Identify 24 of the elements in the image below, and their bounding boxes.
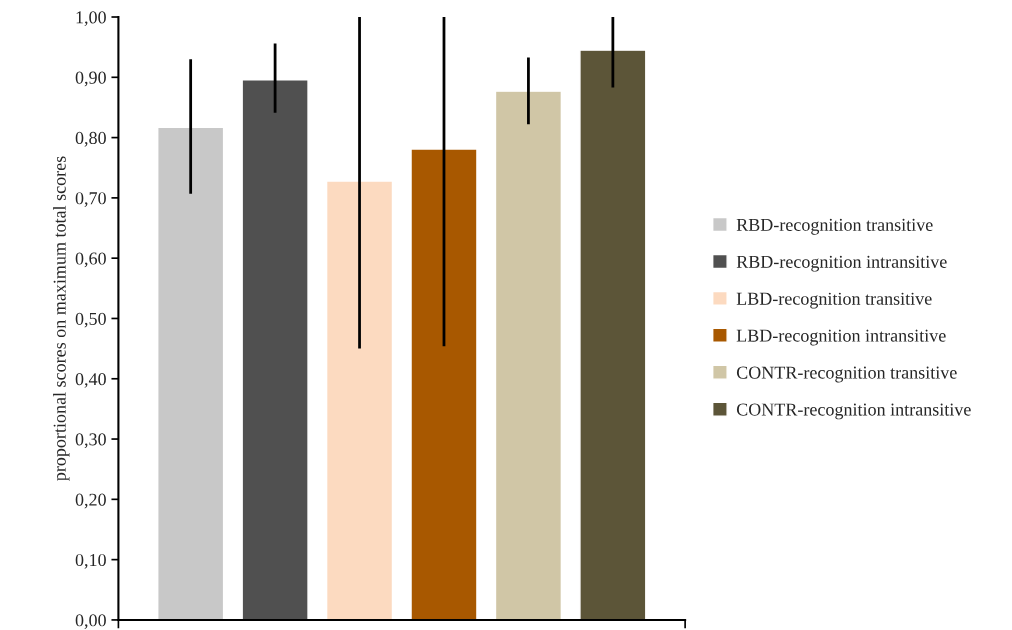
legend-label: LBD-recognition intransitive [736, 329, 946, 346]
bar [157, 126, 225, 620]
y-tick-label: 0,90 [75, 71, 106, 87]
bar [494, 90, 563, 620]
legend-label: RBD-recognition transitive [736, 218, 933, 235]
y-tick-label: 0,60 [75, 252, 106, 268]
y-tick-label: 1,00 [76, 11, 106, 27]
bar [410, 148, 478, 620]
legend-label: CONTR-recognition transitive [736, 366, 957, 383]
legend-label: LBD-recognition transitive [736, 292, 932, 309]
y-tick-label: 0,00 [75, 614, 106, 629]
legend-label: RBD-recognition intransitive [736, 255, 947, 272]
bar [241, 79, 309, 620]
y-axis-title: proportional scores on maximum total scores [53, 156, 70, 481]
y-tick-label: 0,40 [75, 373, 106, 388]
bar [325, 180, 394, 620]
y-tick-label: 0,10 [75, 553, 106, 569]
y-tick-label: 0,20 [75, 493, 106, 509]
y-tick-label: 0,70 [75, 192, 106, 207]
bar [579, 49, 647, 620]
y-tick-label: 0,80 [75, 131, 106, 147]
legend-label: CONTR-recognition intransitive [736, 403, 971, 420]
y-tick-label: 0,50 [75, 312, 106, 328]
y-tick-label: 0,30 [75, 433, 106, 449]
